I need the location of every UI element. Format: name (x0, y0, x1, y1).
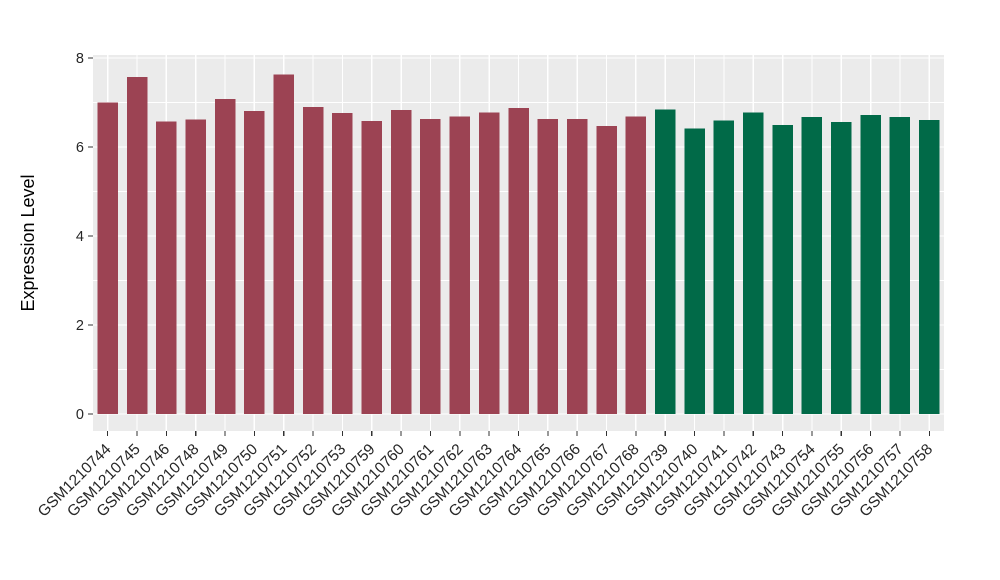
bar-GSM1210746 (156, 121, 177, 414)
y-tick-label: 6 (76, 140, 84, 156)
bar-GSM1210754 (801, 117, 823, 414)
bar-GSM1210765 (537, 118, 559, 414)
y-tick-label: 4 (76, 229, 84, 245)
bar-GSM1210758 (919, 119, 940, 414)
bar-GSM1210744 (97, 102, 118, 414)
bar-GSM1210749 (214, 98, 236, 414)
bar-GSM1210760 (390, 110, 412, 414)
bar-GSM1210742 (743, 112, 764, 414)
bar-GSM1210751 (273, 74, 294, 414)
bar-GSM1210750 (244, 110, 265, 414)
bar-GSM1210759 (361, 121, 383, 414)
bar-GSM1210739 (654, 109, 676, 415)
bar-GSM1210762 (449, 116, 471, 415)
bar-GSM1210756 (860, 114, 881, 415)
y-tick-label: 2 (76, 318, 84, 334)
bar-GSM1210743 (772, 125, 793, 414)
bar-GSM1210761 (420, 118, 441, 414)
bar-GSM1210741 (713, 120, 735, 415)
bar-GSM1210768 (625, 116, 647, 415)
bar-GSM1210745 (126, 77, 148, 414)
bar-GSM1210766 (566, 118, 588, 414)
bar-GSM1210752 (302, 106, 324, 414)
bar-GSM1210755 (831, 122, 852, 414)
bar-GSM1210748 (185, 119, 206, 414)
bar-GSM1210763 (478, 112, 500, 414)
bar-GSM1210740 (684, 128, 705, 414)
bar-GSM1210764 (508, 107, 529, 414)
y-tick-label: 8 (76, 51, 84, 67)
bar-GSM1210753 (332, 113, 353, 415)
y-axis-title: Expression Level (18, 174, 38, 311)
bar-GSM1210767 (596, 126, 617, 415)
bar-GSM1210757 (889, 117, 911, 414)
y-tick-label: 0 (76, 407, 84, 423)
